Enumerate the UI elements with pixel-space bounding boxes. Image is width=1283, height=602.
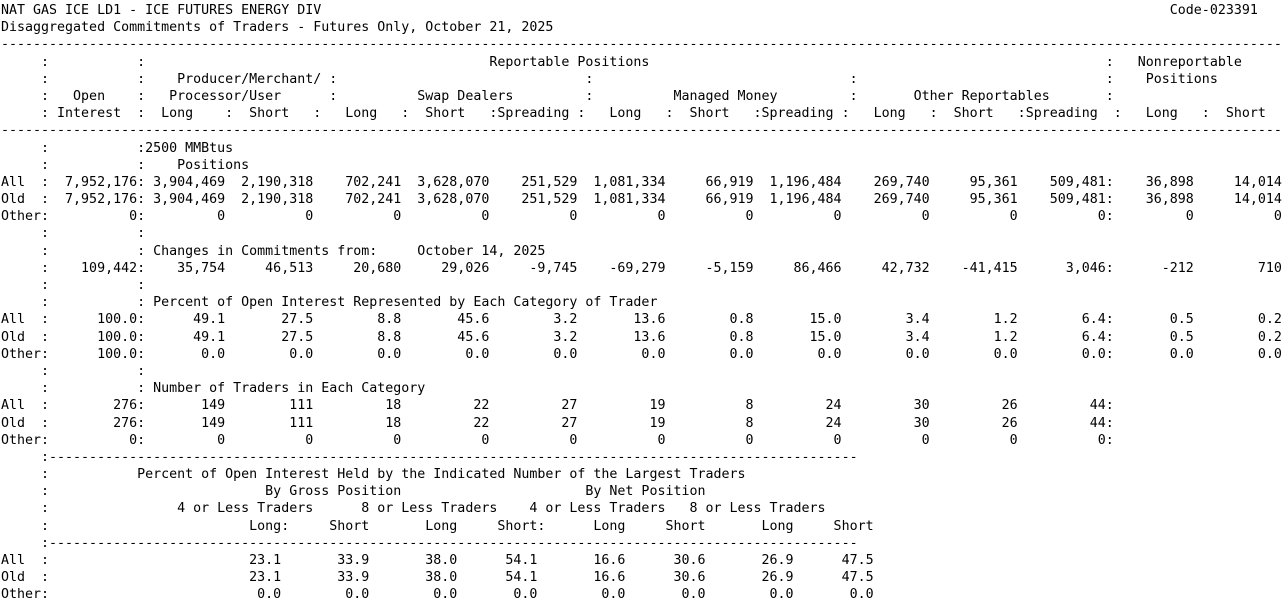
report-line: : Long: Short Long Short: Long Short Lon… [1,518,1282,534]
report-line: : By Gross Position By Net Position [1,484,1282,500]
report-line: All : 23.1 33.9 38.0 54.1 16.6 30.6 26.9… [1,553,1282,568]
report-line: Old : 7,952,176: 3,904,469 2,190,318 702… [1,192,1282,208]
report-line: : Interest : Long : Short : Long : Short… [1,106,1282,122]
report-line: : : [1,226,1282,242]
report-line: Other: 100.0: 0.0 0.0 0.0 0.0 0.0 0.0 0.… [1,346,1282,362]
report-line: Old : 100.0: 49.1 27.5 8.8 45.6 3.2 13.6… [1,329,1282,345]
report-line: : Percent of Open Interest Held by the I… [1,467,1282,483]
report-line: : 109,442: 35,754 46,513 20,680 29,026 -… [1,260,1282,276]
report-line: : : Percent of Open Interest Represented… [1,295,1282,311]
report-line: :---------------------------------------… [1,535,1282,551]
report-line: : : Changes in Commitments from: October… [1,243,1282,259]
report-line: NAT GAS ICE LD1 - ICE FUTURES ENERGY DIV… [1,3,1282,18]
report-line: : : Positions [1,157,1282,173]
report-line: : :2500 MMBtus [1,140,1282,156]
report-line: :---------------------------------------… [1,449,1282,465]
report-line: ----------------------------------------… [1,123,1282,139]
report-line: ----------------------------------------… [1,37,1282,53]
report-line: : : Reportable Positions : Nonreportable [1,54,1282,70]
report-line: : : Producer/Merchant/ : : : : Positions [1,71,1282,87]
report-line: Disaggregated Commitments of Traders - F… [1,20,1282,36]
report-line: All : 7,952,176: 3,904,469 2,190,318 702… [1,174,1282,190]
report-line: : 4 or Less Traders 8 or Less Traders 4 … [1,501,1282,517]
report-line: Other: 0.0 0.0 0.0 0.0 0.0 0.0 0.0 0.0 [1,587,1282,602]
report-line: Old : 23.1 33.9 38.0 54.1 16.6 30.6 26.9… [1,570,1282,586]
report-line: All : 100.0: 49.1 27.5 8.8 45.6 3.2 13.6… [1,312,1282,328]
report-line: : : Number of Traders in Each Category [1,381,1282,397]
report-line: : : [1,363,1282,379]
report-line: Other: 0: 0 0 0 0 0 0 0 0 0 0 0: [1,432,1282,448]
report-line: Other: 0: 0 0 0 0 0 0 0 0 0 0 0: 0 0 [1,209,1282,225]
report-line: : Open : Processor/User : Swap Dealers :… [1,88,1282,104]
report-line: : : [1,278,1282,293]
report-line: Old : 276: 149 111 18 22 27 19 8 24 30 2… [1,415,1282,431]
report-line: All : 276: 149 111 18 22 27 19 8 24 30 2… [1,398,1282,414]
